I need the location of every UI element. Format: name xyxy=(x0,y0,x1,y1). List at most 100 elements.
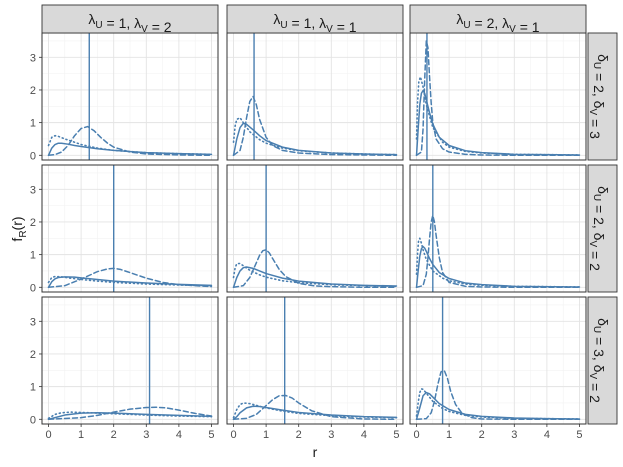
column-strip-label-text-3: = 2 xyxy=(148,19,172,35)
y-axis-title-main: f xyxy=(9,238,25,242)
row-strip-label-subscript-2: V xyxy=(587,240,598,247)
x-tick-label: 5 xyxy=(208,429,214,441)
plot-area xyxy=(232,297,398,424)
row-strip-label-subscript-2: V xyxy=(587,372,598,379)
density-curve-dotted xyxy=(415,76,581,156)
x-tick-label: 3 xyxy=(328,429,334,441)
density-curve-dashed xyxy=(47,125,213,157)
y-axis-title-arg: (r) xyxy=(9,216,25,230)
row-strip-label: δU = 2, δV = 2 xyxy=(587,186,611,271)
row-strip-label-text-3: = 2 xyxy=(587,247,603,271)
plot-area xyxy=(47,297,213,424)
column-strip-label-subscript-2: V xyxy=(509,24,516,35)
panel-border xyxy=(41,296,219,425)
density-curve-dotted xyxy=(47,275,213,287)
column-strip-label-text-1: = 2, xyxy=(471,15,503,31)
row-strip-2: δU = 2, δV = 2 xyxy=(587,164,618,293)
panel-r1-c1: 0 1 2 3 xyxy=(30,32,219,162)
density-curve-dashed xyxy=(415,214,581,289)
density-curve-solid xyxy=(232,122,398,157)
panel-r2-c2 xyxy=(226,164,404,293)
row-strip-label-text-1: = 2, xyxy=(591,201,607,233)
column-strip-label-symbol-2: λ xyxy=(502,15,509,31)
panel-r1-c2 xyxy=(226,32,404,161)
strip-background xyxy=(226,4,404,34)
density-curve-solid xyxy=(47,276,213,289)
plot-area xyxy=(415,297,581,424)
x-tick-label: 1 xyxy=(78,429,84,441)
column-strip-label-subscript-0: U xyxy=(95,20,102,31)
y-tick-label: 2 xyxy=(30,217,36,229)
y-axis-title: fR(r) xyxy=(9,216,29,241)
density-curve-dotted xyxy=(415,388,581,420)
density-curve-dashed xyxy=(47,406,213,421)
density-curve-solid xyxy=(415,391,581,421)
row-strip-label-symbol-0: δ xyxy=(595,318,611,326)
density-curve-dotted xyxy=(232,402,398,419)
density-curve-dotted xyxy=(415,237,581,288)
density-curve-solid xyxy=(415,89,581,157)
row-strip-3: δU = 3, δV = 2 xyxy=(587,296,618,425)
plot-area xyxy=(232,33,398,160)
column-strip-label: λU = 1, λV = 1 xyxy=(273,11,356,35)
x-tick-label: 0 xyxy=(230,429,236,441)
y-tick-label: 3 xyxy=(30,52,36,64)
plot-area xyxy=(415,33,581,160)
row-strip-label-text-3: = 2 xyxy=(587,379,603,403)
y-tick-label: 2 xyxy=(30,85,36,97)
y-tick-label: 0 xyxy=(30,150,36,162)
y-tick-label: 1 xyxy=(30,250,36,262)
panel-r3-c2: 0 1 2 3 4 5 xyxy=(226,296,404,441)
panel-r1-c3 xyxy=(409,32,587,161)
row-strip-label-subscript-2: V xyxy=(587,108,598,115)
density-curve-solid xyxy=(415,245,581,289)
y-tick-label: 0 xyxy=(30,282,36,294)
column-strip-label-symbol-2: λ xyxy=(319,15,326,31)
row-strip-label: δU = 2, δV = 3 xyxy=(587,54,611,139)
row-strip-1: δU = 2, δV = 3 xyxy=(587,32,618,161)
row-strip-label-subscript-0: U xyxy=(591,62,602,69)
column-strip-label-symbol-0: λ xyxy=(456,11,463,27)
column-strip-label-symbol-0: λ xyxy=(88,11,95,27)
column-strip-label-text-1: = 1, xyxy=(288,15,320,31)
row-strip-label-symbol-0: δ xyxy=(595,186,611,194)
x-tick-label: 1 xyxy=(446,429,452,441)
row-strip-label-text-1: = 3, xyxy=(591,333,607,365)
density-curve-solid xyxy=(47,142,213,157)
density-curve-dashed xyxy=(232,95,398,157)
column-strip-label-subscript-2: V xyxy=(141,24,148,35)
density-curve-dotted xyxy=(47,134,213,156)
y-tick-label: 1 xyxy=(30,382,36,394)
x-tick-label: 1 xyxy=(263,429,269,441)
x-tick-label: 2 xyxy=(296,429,302,441)
column-strip-label-subscript-0: U xyxy=(280,20,287,31)
strip-background xyxy=(587,32,618,161)
row-strip-label-subscript-0: U xyxy=(591,194,602,201)
panel-r3-c3: 0 1 2 3 4 5 xyxy=(409,296,587,441)
panel-r3-c1: 0 1 2 3 0 1 2 3 4 5 xyxy=(30,296,219,441)
density-curve-dashed xyxy=(47,267,213,289)
x-tick-label: 3 xyxy=(143,429,149,441)
x-tick-label: 3 xyxy=(511,429,517,441)
density-curve-dotted xyxy=(232,262,398,288)
plot-area xyxy=(232,165,398,292)
density-curve-dashed xyxy=(232,394,398,421)
plot-area xyxy=(47,33,213,160)
y-tick-label: 3 xyxy=(30,184,36,196)
row-strip-label-subscript-0: U xyxy=(591,326,602,333)
x-tick-label: 2 xyxy=(479,429,485,441)
column-strip-label-text-3: = 1 xyxy=(516,19,540,35)
row-strip-label-symbol-2: δ xyxy=(591,365,607,373)
y-tick-label: 0 xyxy=(30,414,36,426)
x-axis-title: r xyxy=(313,444,318,460)
column-strip-label-symbol-2: λ xyxy=(134,15,141,31)
column-strip-label-subscript-0: U xyxy=(463,20,470,31)
x-tick-label: 5 xyxy=(393,429,399,441)
panel-border xyxy=(226,164,404,293)
x-tick-label: 0 xyxy=(45,429,51,441)
density-curve-dashed xyxy=(415,369,581,421)
panel-border xyxy=(41,164,219,293)
density-curve-dotted xyxy=(232,116,398,156)
facet-strips: λU = 1, λV = 2 λU = 1, λV = 1 λU = 2, λV =… xyxy=(41,4,618,425)
column-strip-label-symbol-0: λ xyxy=(273,11,280,27)
